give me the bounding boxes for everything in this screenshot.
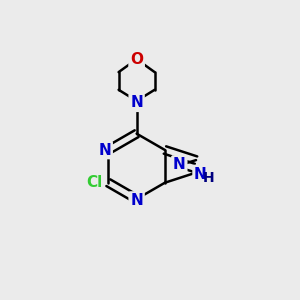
Text: O: O [130, 52, 143, 67]
Text: N: N [173, 157, 186, 172]
Text: N: N [130, 193, 143, 208]
Text: N: N [98, 142, 111, 158]
Text: N: N [130, 95, 143, 110]
Text: N: N [194, 167, 207, 182]
Text: H: H [203, 171, 214, 185]
Text: Cl: Cl [86, 175, 102, 190]
